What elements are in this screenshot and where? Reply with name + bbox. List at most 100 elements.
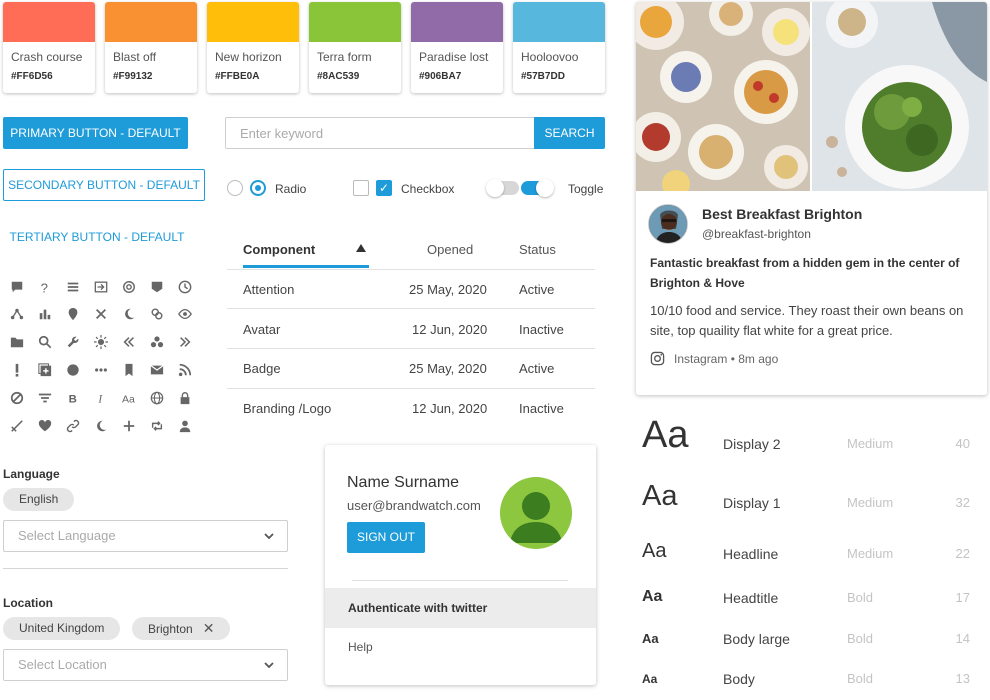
close-icon[interactable] xyxy=(92,305,110,323)
swatch-hex: #57B7DD xyxy=(521,71,565,82)
cell-opened: 12 Jun, 2020 xyxy=(412,322,488,337)
group-icon[interactable] xyxy=(148,333,166,351)
italic-icon[interactable]: I xyxy=(92,389,110,407)
add-box-icon[interactable] xyxy=(36,361,54,379)
heart-icon[interactable] xyxy=(36,417,54,435)
cell-status: Active xyxy=(519,361,555,376)
help-icon[interactable]: ? xyxy=(36,278,54,296)
toggle-label: Toggle xyxy=(568,182,604,196)
bar-chart-icon[interactable] xyxy=(36,305,54,323)
swatch-paradise-lost: Paradise lost #906BA7 xyxy=(411,2,503,93)
language-label: Language xyxy=(3,467,60,481)
share-nodes-icon[interactable] xyxy=(8,305,26,323)
location-pin-icon[interactable] xyxy=(64,305,82,323)
cell-opened: 25 May, 2020 xyxy=(409,361,487,376)
swatch-name: Paradise lost xyxy=(419,50,489,64)
checkbox-checked[interactable]: ✓ xyxy=(376,180,392,196)
swatch-color xyxy=(513,2,605,42)
type-sample-display-1: Aa xyxy=(642,480,678,512)
location-label: Location xyxy=(3,596,53,610)
sun-icon[interactable] xyxy=(92,333,110,351)
sign-out-button[interactable]: SIGN OUT xyxy=(347,522,425,553)
tertiary-button[interactable]: TERTIARY BUTTON - DEFAULT xyxy=(9,230,185,244)
svg-text:?: ? xyxy=(41,280,48,294)
swatch-new-horizon: New horizon #FFBE0A xyxy=(207,2,299,93)
swatch-color xyxy=(207,2,299,42)
rss-icon[interactable] xyxy=(176,361,194,379)
bold-icon[interactable]: B xyxy=(64,389,82,407)
secondary-button[interactable]: SECONDARY BUTTON - DEFAULT xyxy=(3,169,205,201)
swatch-crash-course: Crash course #FF6D56 xyxy=(3,2,95,93)
type-name: Body large xyxy=(723,631,790,647)
menu-item-help[interactable]: Help xyxy=(348,640,373,654)
link-alt-icon[interactable] xyxy=(64,417,82,435)
select-placeholder: Select Language xyxy=(18,528,116,543)
exclamation-icon[interactable] xyxy=(8,361,26,379)
search-button[interactable]: SEARCH xyxy=(534,117,605,149)
account-handle[interactable]: @breakfast-brighton xyxy=(702,227,811,241)
add-icon[interactable] xyxy=(120,417,138,435)
account-name[interactable]: Best Breakfast Brighton xyxy=(702,206,863,222)
user-icon[interactable] xyxy=(176,417,194,435)
swatch-hex: #FFBE0A xyxy=(215,71,260,82)
exit-icon[interactable] xyxy=(92,278,110,296)
search-input[interactable] xyxy=(225,117,535,149)
cell-opened: 12 Jun, 2020 xyxy=(412,401,488,416)
type-weight: Medium xyxy=(847,546,894,561)
radio-unselected[interactable] xyxy=(227,180,243,196)
column-header-status[interactable]: Status xyxy=(519,242,556,257)
bookmark-icon[interactable] xyxy=(120,361,138,379)
no-edit-icon[interactable] xyxy=(8,417,26,435)
moon-alt-icon[interactable] xyxy=(92,417,110,435)
type-weight: Bold xyxy=(847,671,874,686)
double-chevron-left-icon[interactable] xyxy=(120,333,138,351)
circle-icon[interactable] xyxy=(64,361,82,379)
retweet-icon[interactable] xyxy=(148,417,166,435)
moon-icon[interactable] xyxy=(120,305,138,323)
section-divider xyxy=(3,568,288,569)
cell-component: Badge xyxy=(243,361,281,376)
link-icon[interactable] xyxy=(148,305,166,323)
language-select[interactable]: Select Language xyxy=(3,520,288,552)
column-header-component[interactable]: Component xyxy=(243,242,316,257)
clock-icon[interactable] xyxy=(176,278,194,296)
swatch-color xyxy=(309,2,401,42)
mail-icon[interactable] xyxy=(148,361,166,379)
location-select[interactable]: Select Location xyxy=(3,649,288,681)
more-horizontal-icon[interactable] xyxy=(92,361,110,379)
lock-icon[interactable] xyxy=(176,389,194,407)
wrench-icon[interactable] xyxy=(64,333,82,351)
text-size-icon[interactable]: Aa xyxy=(120,389,138,407)
swatch-name: Hooloovoo xyxy=(521,50,579,64)
menu-item-authenticate-twitter[interactable]: Authenticate with twitter xyxy=(325,588,596,628)
location-chip-united-kingdom[interactable]: United Kingdom xyxy=(3,617,121,640)
badge-icon[interactable] xyxy=(148,278,166,296)
chat-icon[interactable] xyxy=(8,278,26,296)
post-meta: Instagram • 8m ago xyxy=(650,351,778,366)
filter-icon[interactable] xyxy=(36,389,54,407)
block-icon[interactable] xyxy=(8,389,26,407)
primary-button[interactable]: PRIMARY BUTTON - DEFAULT xyxy=(3,117,188,149)
type-name: Display 1 xyxy=(723,495,781,511)
globe-icon[interactable] xyxy=(148,389,166,407)
menu-icon[interactable] xyxy=(64,278,82,296)
folder-icon[interactable] xyxy=(8,333,26,351)
radio-selected[interactable] xyxy=(250,180,266,196)
post-time: • 8m ago xyxy=(730,351,779,366)
search-icon[interactable] xyxy=(36,333,54,351)
toggle-off[interactable] xyxy=(486,179,519,197)
swatch-hooloovoo: Hooloovoo #57B7DD xyxy=(513,2,605,93)
profile-avatar[interactable] xyxy=(648,204,688,244)
eye-icon[interactable] xyxy=(176,305,194,323)
menu-divider xyxy=(352,580,568,581)
column-header-opened[interactable]: Opened xyxy=(427,242,474,257)
social-post-card[interactable]: Best Breakfast Brighton @breakfast-brigh… xyxy=(636,2,987,395)
location-chip-brighton[interactable]: Brighton ✕ xyxy=(132,617,231,640)
double-chevron-right-icon[interactable] xyxy=(176,333,194,351)
remove-chip-icon[interactable]: ✕ xyxy=(202,620,215,636)
at-icon[interactable] xyxy=(120,278,138,296)
checkbox-unchecked[interactable] xyxy=(353,180,369,196)
sort-ascending-icon[interactable] xyxy=(356,244,366,252)
toggle-on[interactable] xyxy=(521,179,554,197)
language-chip[interactable]: English xyxy=(3,488,75,511)
